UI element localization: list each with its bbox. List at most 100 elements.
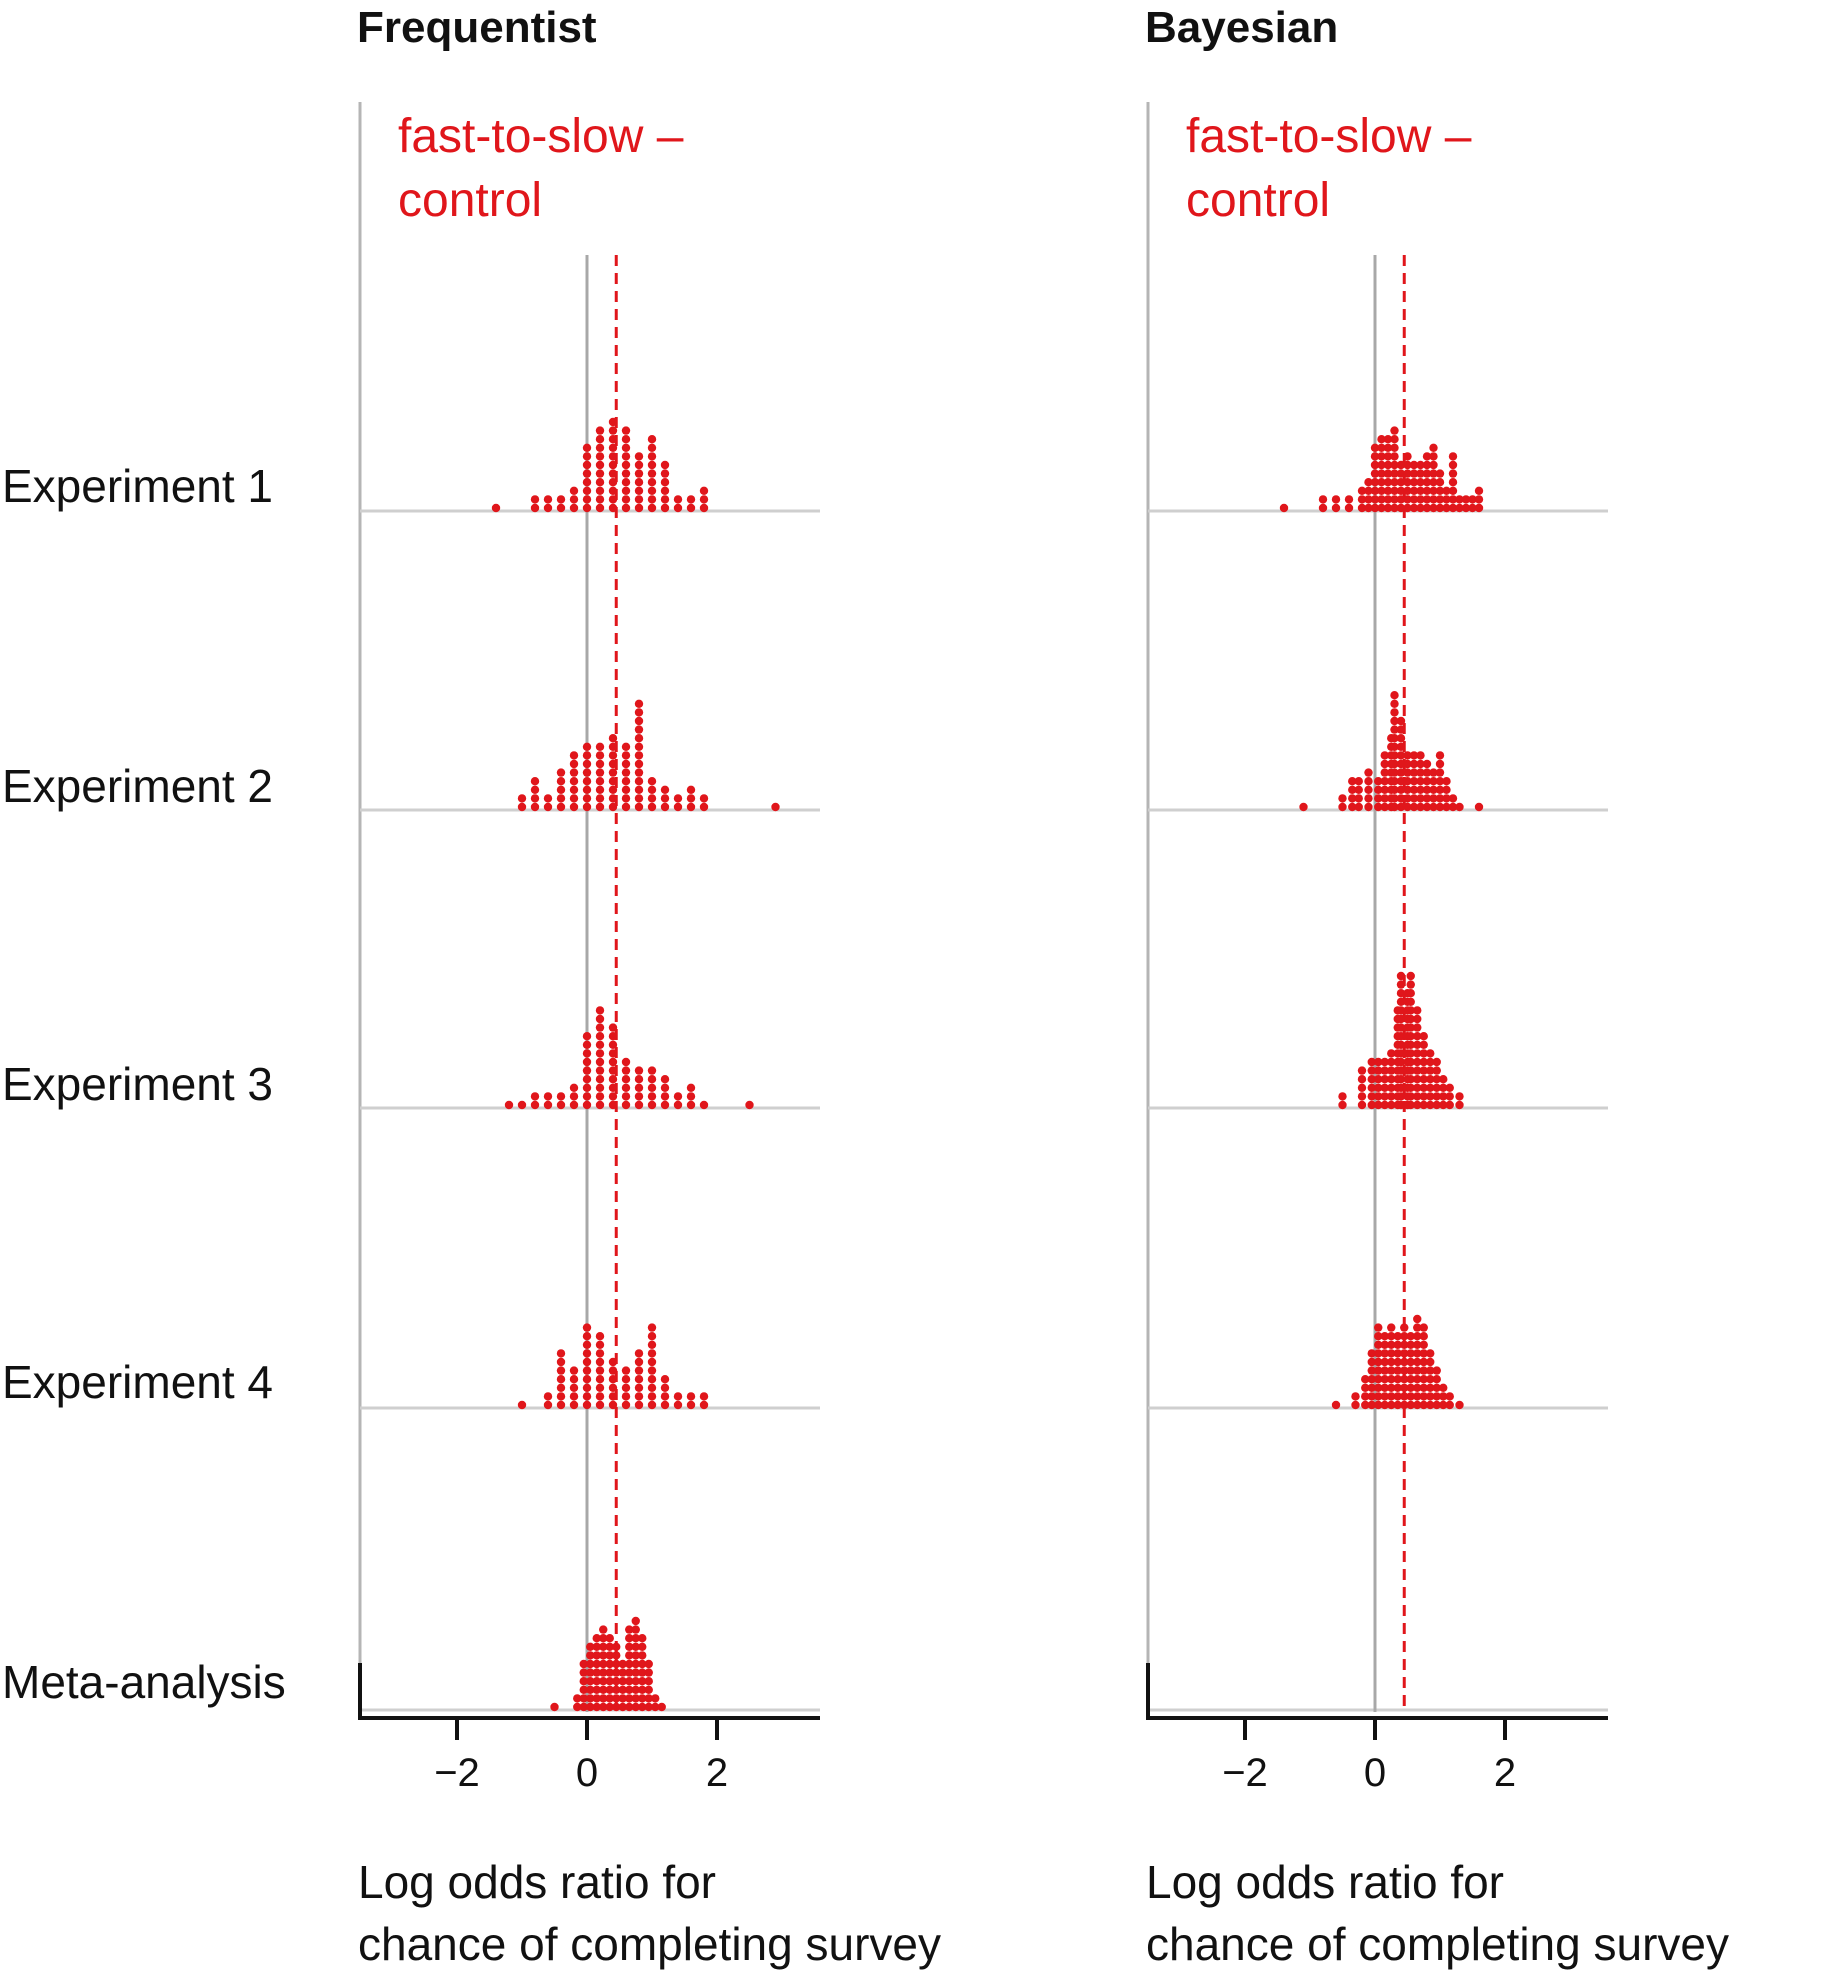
data-dot — [599, 1702, 608, 1712]
data-dot — [1387, 1383, 1396, 1393]
data-dot — [1364, 802, 1373, 812]
data-dot — [1461, 495, 1471, 504]
data-dot — [586, 1677, 595, 1686]
data-dot — [1406, 1400, 1415, 1410]
data-dot — [660, 1092, 670, 1101]
data-dot — [595, 759, 605, 769]
data-dot — [1409, 503, 1419, 513]
data-dot — [1348, 785, 1357, 794]
data-dot — [647, 1340, 657, 1350]
data-dot — [1367, 1366, 1376, 1375]
data-dot — [621, 1383, 631, 1393]
data-dot — [621, 802, 631, 812]
data-dot — [1318, 495, 1328, 504]
data-dot — [1406, 1375, 1415, 1384]
data-dot — [1416, 503, 1425, 513]
panel-title: Bayesian — [1145, 3, 1338, 52]
data-dot — [1393, 1400, 1402, 1410]
data-dot — [608, 1400, 618, 1410]
data-dot — [1370, 469, 1380, 478]
data-dot — [647, 1375, 657, 1384]
data-dot — [1380, 777, 1389, 786]
data-dot — [530, 785, 540, 794]
data-dot — [647, 452, 657, 461]
data-dot — [595, 1400, 605, 1410]
data-dot — [1406, 1340, 1415, 1350]
data-dot — [1445, 1083, 1454, 1093]
data-dot — [1432, 1392, 1441, 1401]
data-dot — [631, 1625, 640, 1634]
data-dot — [618, 1677, 627, 1686]
data-dot — [582, 1083, 592, 1093]
data-dot — [517, 794, 527, 803]
data-dot — [621, 452, 631, 461]
data-dot — [625, 1677, 634, 1686]
data-dot — [1455, 1100, 1464, 1110]
data-dot — [530, 495, 540, 504]
data-dot — [1357, 1066, 1367, 1075]
data-dot — [556, 1375, 566, 1384]
data-dot — [1422, 768, 1432, 777]
data-dot — [1354, 802, 1363, 812]
data-dot — [1435, 759, 1445, 769]
data-dot — [644, 1677, 653, 1686]
data-dot — [1416, 794, 1425, 803]
data-dot — [1406, 1100, 1415, 1110]
data-dot — [569, 486, 579, 495]
data-dot — [647, 503, 657, 513]
data-dot — [1387, 1340, 1396, 1350]
data-dot — [771, 802, 780, 812]
data-dot — [1435, 486, 1445, 495]
data-dot — [608, 486, 618, 495]
data-dot — [634, 725, 644, 734]
data-dot — [605, 1651, 614, 1660]
data-dot — [634, 1366, 644, 1375]
data-dot — [582, 751, 592, 760]
data-dot — [556, 802, 566, 812]
data-dot — [1419, 1040, 1428, 1050]
data-dot — [1413, 1400, 1422, 1410]
data-dot — [595, 435, 605, 444]
data-dot — [1367, 1357, 1376, 1367]
data-dot — [595, 1332, 605, 1341]
data-dot — [1455, 495, 1464, 504]
data-dot — [1380, 1332, 1389, 1341]
data-dot — [1396, 1006, 1406, 1015]
data-dot — [631, 1694, 640, 1703]
data-dot — [1419, 1066, 1428, 1075]
data-dot — [638, 1685, 647, 1695]
data-dot — [1432, 1075, 1441, 1084]
data-dot — [582, 1057, 592, 1067]
data-dot — [647, 794, 657, 803]
row-label: Experiment 3 — [2, 1058, 273, 1110]
data-dot — [1393, 1332, 1402, 1341]
data-dot — [621, 742, 631, 751]
data-dot — [592, 1642, 601, 1652]
data-dot — [569, 1392, 579, 1401]
data-dot — [651, 1702, 660, 1712]
data-dot — [1422, 759, 1432, 769]
data-dot — [556, 777, 566, 786]
data-dot — [1422, 785, 1432, 794]
row-label: Experiment 1 — [2, 460, 273, 512]
data-dot — [1374, 1400, 1383, 1410]
x-tick-label: 2 — [1494, 1751, 1516, 1795]
data-dot — [599, 1668, 608, 1677]
series-2 — [1299, 691, 1484, 812]
data-dot — [1432, 1066, 1441, 1075]
data-dot — [1357, 495, 1367, 504]
data-dot — [634, 777, 644, 786]
data-dot — [1400, 1400, 1409, 1410]
data-dot — [1400, 1383, 1409, 1393]
data-dot — [634, 1392, 644, 1401]
data-dot — [644, 1702, 653, 1712]
x-tick-label: 2 — [706, 1751, 728, 1795]
data-dot — [1445, 1392, 1454, 1401]
data-dot — [1318, 503, 1328, 513]
data-dot — [1426, 1375, 1435, 1384]
data-dot — [621, 1100, 631, 1110]
data-dot — [586, 1668, 595, 1677]
data-dot — [1426, 1083, 1435, 1093]
data-dot — [1432, 1375, 1441, 1384]
data-dot — [1435, 495, 1445, 504]
